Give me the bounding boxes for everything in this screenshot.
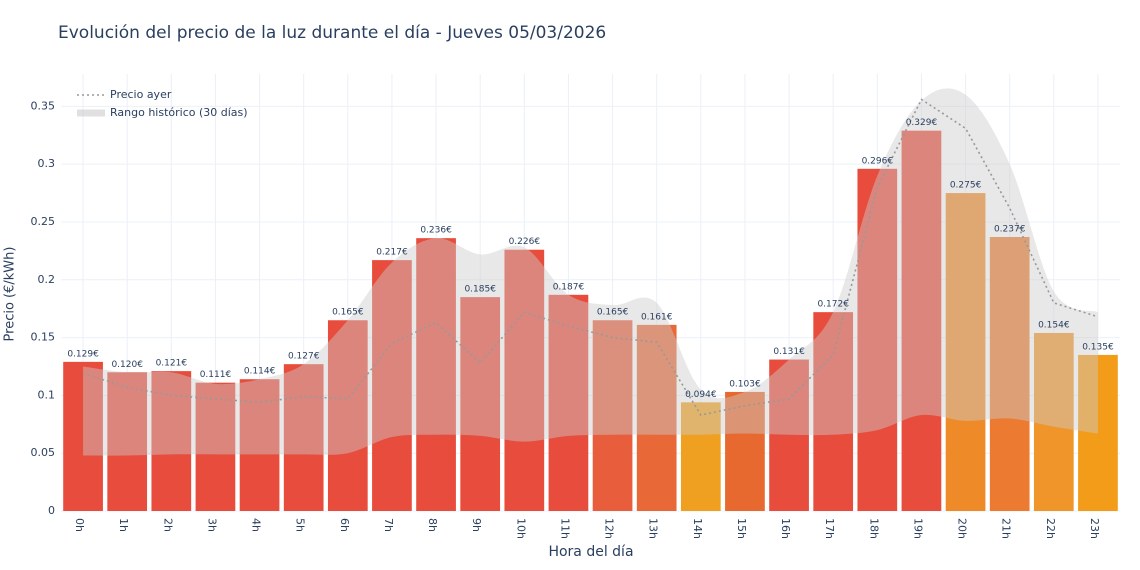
bar (725, 391, 765, 511)
bar (901, 130, 942, 512)
y-tick-label: 0.2 (38, 273, 56, 286)
x-tick-label: 17h (823, 518, 836, 539)
x-tick-label: 4h (250, 518, 263, 532)
value-label: 0.111€ (200, 370, 232, 380)
bar (416, 238, 456, 512)
value-label: 0.114€ (244, 367, 276, 377)
bar (989, 237, 1030, 511)
y-tick-label: 0 (48, 504, 55, 517)
value-label: 0.226€ (509, 237, 541, 247)
y-tick-label: 0.35 (31, 99, 56, 112)
value-label: 0.236€ (420, 226, 452, 236)
y-tick-label: 0.3 (38, 157, 56, 170)
value-label: 0.165€ (332, 308, 364, 318)
x-tick-label: 12h (603, 518, 616, 539)
range-band (83, 88, 1098, 456)
value-label: 0.094€ (685, 390, 717, 400)
value-label: 0.185€ (464, 285, 496, 295)
bar (283, 364, 324, 511)
bar (151, 371, 192, 511)
legend-label: Rango histórico (30 días) (110, 106, 248, 119)
x-tick-label: 14h (691, 518, 704, 539)
value-label: 0.172€ (817, 300, 849, 310)
x-tick-label: 5h (294, 518, 307, 532)
value-label: 0.120€ (111, 360, 143, 370)
x-tick-label: 11h (558, 518, 571, 539)
value-label: 0.237€ (994, 225, 1026, 235)
x-tick-label: 6h (338, 518, 351, 532)
bar (327, 320, 368, 511)
x-tick-label: 7h (382, 518, 395, 532)
bar (548, 294, 589, 511)
value-label: 0.121€ (156, 359, 188, 369)
value-label: 0.329€ (906, 118, 938, 128)
value-label: 0.129€ (67, 349, 99, 359)
x-tick-label: 10h (514, 518, 527, 539)
x-tick-label: 15h (735, 518, 748, 539)
x-tick-label: 21h (1000, 518, 1013, 539)
x-tick-label: 0h (73, 518, 86, 532)
value-label: 0.154€ (1038, 320, 1070, 330)
bar (460, 297, 501, 511)
value-label: 0.161€ (641, 312, 673, 322)
value-label: 0.165€ (597, 308, 629, 318)
bar (504, 249, 545, 512)
bar (636, 324, 677, 511)
x-axis-label: Hora del día (548, 544, 633, 560)
value-label: 0.103€ (729, 379, 761, 389)
x-tick-label: 2h (161, 518, 174, 532)
chart-title: Evolución del precio de la luz durante e… (58, 23, 606, 43)
y-axis-label: Precio (€/kWh) (3, 247, 18, 342)
bar (1033, 332, 1074, 511)
x-tick-label: 23h (1088, 518, 1101, 539)
x-tick-label: 20h (956, 518, 969, 539)
bar (592, 320, 633, 511)
value-label: 0.127€ (288, 352, 320, 362)
bar (813, 312, 854, 511)
y-tick-label: 0.15 (31, 331, 56, 344)
value-label: 0.217€ (376, 248, 408, 258)
value-label: 0.135€ (1082, 342, 1114, 352)
bar (372, 260, 412, 511)
bar (195, 382, 236, 511)
bar (857, 168, 898, 511)
legend-label: Precio ayer (110, 88, 172, 101)
x-tick-label: 1h (117, 518, 130, 532)
x-tick-label: 18h (867, 518, 880, 539)
value-label: 0.131€ (773, 347, 805, 357)
value-label: 0.275€ (950, 181, 982, 191)
x-tick-label: 16h (779, 518, 792, 539)
y-tick-label: 0.05 (31, 446, 56, 459)
bar (680, 402, 721, 511)
x-tick-label: 3h (205, 518, 218, 532)
x-tick-label: 8h (426, 518, 439, 532)
value-label: 0.187€ (553, 282, 585, 292)
bar (63, 361, 103, 511)
y-tick-label: 0.25 (31, 215, 56, 228)
x-tick-label: 19h (911, 518, 924, 539)
x-tick-label: 22h (1044, 518, 1057, 539)
x-tick-label: 9h (470, 518, 483, 532)
value-label: 0.296€ (862, 156, 894, 166)
bar (1078, 354, 1118, 511)
y-tick-label: 0.1 (38, 388, 56, 401)
bar (945, 193, 986, 511)
bar (107, 372, 148, 511)
x-tick-label: 13h (647, 518, 660, 539)
